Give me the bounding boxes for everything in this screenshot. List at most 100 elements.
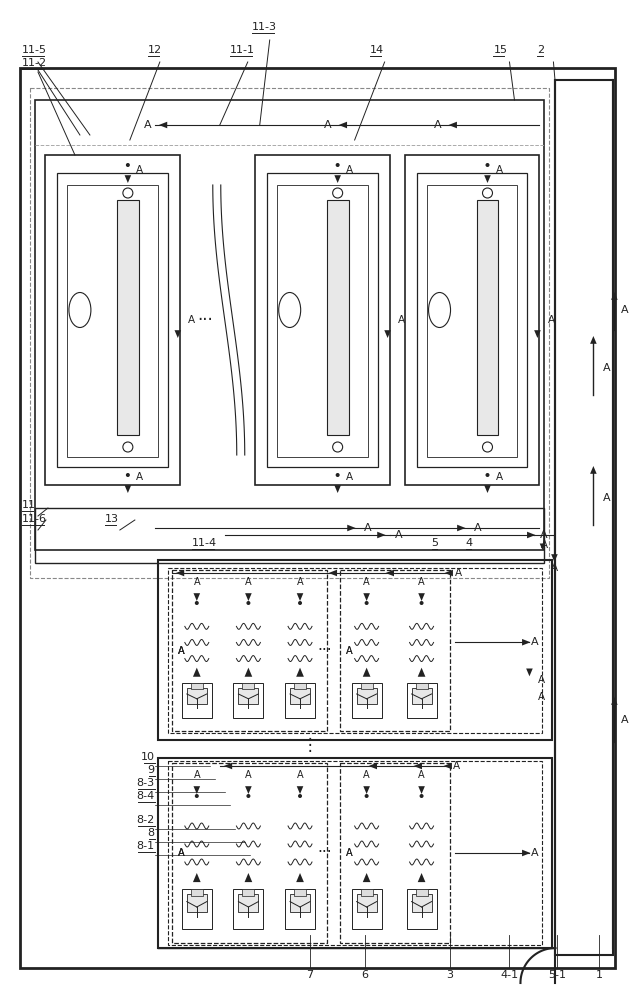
Circle shape [336,163,339,167]
Polygon shape [551,554,558,562]
Text: A: A [541,540,548,550]
Text: A: A [496,165,503,175]
Polygon shape [245,668,252,677]
Bar [158,560,552,740]
Bar [67,185,158,457]
Bar [191,889,203,896]
Text: ···: ··· [317,643,332,658]
Text: 4-1: 4-1 [500,970,519,980]
Polygon shape [124,485,131,493]
Text: A: A [538,675,545,685]
Polygon shape [334,485,341,493]
Text: 3: 3 [446,970,453,980]
Polygon shape [363,873,370,882]
Text: A: A [144,120,152,130]
Polygon shape [296,873,304,882]
Bar [357,688,377,704]
Text: A: A [394,530,402,540]
Bar [172,763,327,943]
Text: A: A [454,568,462,578]
Text: A: A [178,848,184,858]
Bar [294,889,306,896]
Circle shape [123,188,133,198]
Polygon shape [334,175,341,183]
Text: 5: 5 [432,538,439,548]
Text: 11-5: 11-5 [22,45,47,55]
Circle shape [123,442,133,452]
Polygon shape [384,330,391,338]
Bar [267,173,377,467]
Text: 12: 12 [148,45,162,55]
Text: A: A [178,646,184,656]
Circle shape [483,442,492,452]
Bar [555,80,613,955]
Text: A: A [538,692,545,702]
Text: A: A [363,523,371,533]
Circle shape [247,601,251,605]
Bar [172,570,327,731]
Polygon shape [457,525,466,531]
Text: 15: 15 [493,45,507,55]
Polygon shape [444,763,452,769]
Polygon shape [245,786,252,794]
Polygon shape [522,639,531,646]
Ellipse shape [69,292,91,328]
Polygon shape [224,763,232,769]
Text: A: A [603,363,610,373]
Polygon shape [522,850,531,856]
Polygon shape [540,544,545,550]
Text: A: A [622,715,629,725]
Text: A: A [178,848,184,858]
Text: 9: 9 [148,765,155,775]
Bar [239,688,259,704]
Polygon shape [245,593,252,601]
Text: A: A [346,646,352,656]
Text: A: A [136,472,143,482]
Polygon shape [611,697,618,705]
Text: 11: 11 [22,500,36,510]
Bar [339,570,449,731]
Text: A: A [496,472,503,482]
Text: A: A [297,577,304,587]
Polygon shape [590,336,597,344]
Polygon shape [449,122,457,128]
Bar [404,155,540,485]
Polygon shape [418,668,425,677]
Polygon shape [176,570,184,576]
Polygon shape [193,873,201,882]
Bar [416,173,528,467]
Bar [57,173,168,467]
Circle shape [195,794,199,798]
Polygon shape [194,786,200,794]
Bar [294,683,306,689]
Bar [285,683,315,718]
Text: 11-2: 11-2 [22,58,47,68]
Bar [187,894,207,912]
Bar [242,683,254,689]
Bar [416,683,428,689]
Text: ···: ··· [317,846,332,860]
Bar [406,683,437,718]
Text: A: A [531,848,538,858]
Text: A: A [178,646,184,656]
Text: 8-2: 8-2 [136,815,155,825]
Circle shape [483,188,492,198]
Bar [191,683,203,689]
Text: 10: 10 [141,752,155,762]
Bar [285,889,315,929]
Polygon shape [297,593,304,601]
Circle shape [333,442,343,452]
Polygon shape [445,570,453,576]
Text: A: A [473,523,481,533]
Bar [476,200,498,435]
Polygon shape [418,593,425,601]
Polygon shape [363,593,370,601]
Bar [30,88,550,578]
Bar [187,688,207,704]
Circle shape [420,794,423,798]
Circle shape [365,601,369,605]
Bar [351,889,382,929]
Bar [416,889,428,896]
Bar [168,568,543,733]
Circle shape [420,601,423,605]
